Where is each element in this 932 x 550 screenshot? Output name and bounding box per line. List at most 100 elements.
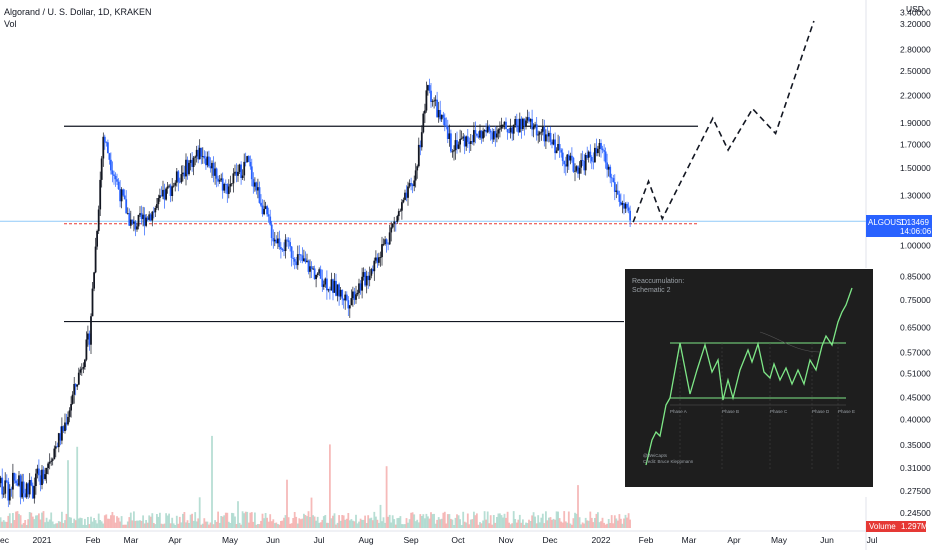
candle-body xyxy=(270,224,273,238)
candle-body xyxy=(333,280,336,293)
candle-body xyxy=(77,372,80,385)
candle-body xyxy=(624,203,627,209)
candle-body xyxy=(567,154,570,161)
volume-bar xyxy=(523,524,526,528)
candle-body xyxy=(183,172,186,177)
volume-bar xyxy=(74,520,77,528)
candle-body xyxy=(182,172,184,175)
candle-body xyxy=(33,486,36,499)
candle-body xyxy=(480,130,483,139)
volume-bar xyxy=(286,479,288,528)
volume-bar xyxy=(413,514,416,528)
candle-body xyxy=(427,85,429,91)
candle-body xyxy=(272,238,275,242)
candle-body xyxy=(469,141,472,144)
volume-bar xyxy=(31,516,34,528)
reaccumulation-inset[interactable]: Reaccumulation: Schematic 2 Phase A Phase… xyxy=(624,268,874,497)
candle-body xyxy=(397,211,400,217)
candle-body xyxy=(250,166,253,180)
candle-body xyxy=(131,219,134,224)
candle-body xyxy=(122,189,125,196)
volume-bar xyxy=(289,523,291,528)
candle-body xyxy=(53,448,56,460)
projection-path[interactable] xyxy=(632,20,815,223)
candle-body xyxy=(162,189,164,197)
volume-bar xyxy=(148,515,151,528)
price-scale[interactable] xyxy=(866,0,932,550)
volume-bar xyxy=(174,525,177,528)
candle-body xyxy=(194,156,197,158)
volume-bar xyxy=(298,518,301,528)
candle-body xyxy=(454,140,457,151)
volume-bar xyxy=(143,523,146,528)
candle-body xyxy=(226,184,229,194)
price-tick: 1.30000 xyxy=(900,190,931,200)
candle-body xyxy=(277,238,279,244)
volume-bar xyxy=(224,512,227,528)
volume-bar xyxy=(322,516,325,528)
volume-bar xyxy=(451,519,454,528)
volume-bar xyxy=(229,523,232,528)
candle-body xyxy=(287,240,290,243)
candle-body xyxy=(529,118,532,122)
volume-bar xyxy=(488,523,491,528)
candle-body xyxy=(157,198,160,205)
volume-bar xyxy=(178,516,181,528)
volume-bar xyxy=(499,513,501,528)
candle-body xyxy=(136,226,138,230)
volume-bar xyxy=(117,517,120,528)
volume-bar xyxy=(428,518,431,528)
volume-bar xyxy=(280,521,282,528)
volume-bar xyxy=(281,520,284,528)
volume-bar xyxy=(378,522,380,528)
candle-body xyxy=(359,283,362,291)
chart-legend: Algorand / U. S. Dollar, 1D, KRAKEN Vol xyxy=(4,6,152,30)
candle-body xyxy=(133,221,135,224)
candle-body xyxy=(514,119,517,125)
time-tick: 2021 xyxy=(33,535,52,545)
candle-body xyxy=(443,117,446,126)
volume-bar xyxy=(370,517,373,528)
candle-body xyxy=(13,472,16,481)
volume-bar xyxy=(356,523,359,528)
candle-body xyxy=(30,480,33,486)
price-tick: 1.00000 xyxy=(900,240,931,250)
candle-body xyxy=(188,162,190,175)
candle-body xyxy=(541,127,544,132)
candle-body xyxy=(303,258,305,261)
volume-bar xyxy=(21,524,23,528)
candle-body xyxy=(260,202,262,206)
candle-body xyxy=(330,279,333,291)
candle-body xyxy=(186,159,189,175)
volume-bar xyxy=(420,516,423,528)
candle-body xyxy=(18,475,20,486)
candle-body xyxy=(621,203,624,205)
volume-bar xyxy=(615,518,618,528)
volume-bar xyxy=(404,524,406,528)
candle-body xyxy=(298,254,301,255)
candle-body xyxy=(195,149,198,157)
candle-body xyxy=(561,152,564,161)
candle-body xyxy=(364,272,366,286)
candle-body xyxy=(96,231,98,247)
volume-bar xyxy=(13,520,16,528)
candle-body xyxy=(54,446,57,449)
price-tick: 0.45000 xyxy=(900,392,931,402)
volume-bar xyxy=(326,522,328,528)
candle-body xyxy=(424,110,426,114)
volume-bar xyxy=(142,515,144,528)
candle-body xyxy=(71,394,74,404)
volume-bar xyxy=(154,524,157,528)
volume-bar xyxy=(214,520,216,528)
volume-bar xyxy=(64,520,66,528)
volume-bar xyxy=(266,517,268,528)
volume-bar xyxy=(306,516,308,528)
candle-body xyxy=(390,227,393,233)
volume-bar xyxy=(422,514,425,528)
candle-body xyxy=(405,192,408,198)
volume-bar xyxy=(157,516,160,528)
volume-bar xyxy=(131,520,134,528)
volume-bar xyxy=(2,520,5,528)
candle-body xyxy=(456,140,458,149)
